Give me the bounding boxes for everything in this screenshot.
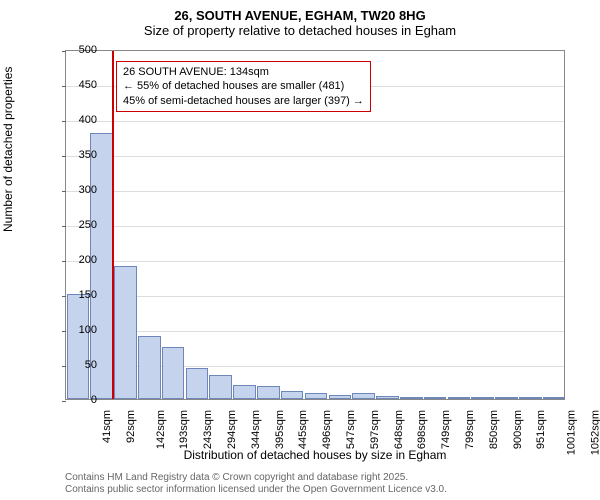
x-tick-label: 648sqm (393, 410, 405, 449)
x-tick-label: 900sqm (512, 410, 524, 449)
y-tick-mark (62, 366, 66, 367)
y-tick-label: 200 (67, 254, 97, 266)
x-tick-label: 395sqm (274, 410, 286, 449)
bar (495, 397, 518, 399)
x-tick-label: 92sqm (125, 410, 137, 443)
y-tick-mark (62, 296, 66, 297)
y-tick-label: 350 (67, 149, 97, 161)
chart-container: 26, SOUTH AVENUE, EGHAM, TW20 8HG Size o… (0, 0, 600, 500)
y-tick-label: 400 (67, 114, 97, 126)
property-marker-line (112, 51, 114, 399)
plot-area: 26 SOUTH AVENUE: 134sqm← 55% of detached… (65, 50, 565, 400)
y-tick-mark (62, 331, 66, 332)
bar (305, 393, 328, 399)
x-tick-label: 1001sqm (566, 410, 578, 455)
y-tick-mark (62, 401, 66, 402)
y-tick-label: 150 (67, 289, 97, 301)
chart-subtitle: Size of property relative to detached ho… (0, 23, 600, 42)
x-tick-label: 698sqm (417, 410, 429, 449)
x-tick-label: 445sqm (298, 410, 310, 449)
y-tick-mark (62, 191, 66, 192)
y-tick-mark (62, 86, 66, 87)
bar (543, 397, 566, 399)
gridline (66, 156, 564, 157)
x-tick-label: 142sqm (155, 410, 167, 449)
x-tick-label: 41sqm (101, 410, 113, 443)
gridline (66, 296, 564, 297)
y-tick-label: 500 (67, 44, 97, 56)
x-tick-label: 850sqm (488, 410, 500, 449)
y-tick-mark (62, 156, 66, 157)
bar (209, 375, 232, 400)
bar (114, 266, 137, 399)
bar (233, 385, 256, 399)
x-tick-label: 951sqm (536, 410, 548, 449)
gridline (66, 226, 564, 227)
y-tick-label: 100 (67, 324, 97, 336)
bar (138, 336, 161, 399)
y-tick-label: 50 (67, 359, 97, 371)
bar (67, 294, 90, 399)
annotation-l1: 26 SOUTH AVENUE: 134sqm (123, 65, 364, 79)
bar (162, 347, 185, 400)
bar (186, 368, 209, 400)
footer-line1: Contains HM Land Registry data © Crown c… (65, 472, 447, 484)
annotation-l2: ← 55% of detached houses are smaller (48… (123, 79, 364, 93)
x-tick-label: 547sqm (345, 410, 357, 449)
gridline (66, 121, 564, 122)
x-tick-label: 496sqm (321, 410, 333, 449)
x-tick-label: 193sqm (178, 410, 190, 449)
bar (329, 395, 352, 399)
x-tick-label: 1052sqm (589, 410, 600, 455)
y-tick-label: 250 (67, 219, 97, 231)
bar (352, 393, 375, 399)
gridline (66, 261, 564, 262)
bar (424, 397, 447, 399)
bar (281, 391, 304, 399)
x-tick-label: 294sqm (226, 410, 238, 449)
y-tick-label: 450 (67, 79, 97, 91)
bar (519, 397, 542, 399)
y-tick-label: 0 (67, 394, 97, 406)
gridline (66, 331, 564, 332)
bar (257, 386, 280, 399)
chart-title: 26, SOUTH AVENUE, EGHAM, TW20 8HG (0, 0, 600, 23)
y-tick-mark (62, 121, 66, 122)
x-tick-label: 243sqm (202, 410, 214, 449)
x-tick-label: 344sqm (250, 410, 262, 449)
bar (448, 397, 471, 399)
annotation-l3: 45% of semi-detached houses are larger (… (123, 94, 364, 108)
annotation-box: 26 SOUTH AVENUE: 134sqm← 55% of detached… (116, 61, 371, 112)
x-tick-label: 749sqm (440, 410, 452, 449)
bar (471, 397, 494, 399)
bar (400, 397, 423, 399)
y-tick-mark (62, 261, 66, 262)
y-tick-label: 300 (67, 184, 97, 196)
x-axis-label: Distribution of detached houses by size … (65, 448, 565, 462)
y-axis-label: Number of detached properties (1, 67, 15, 232)
gridline (66, 191, 564, 192)
y-tick-mark (62, 51, 66, 52)
footer-line2: Contains public sector information licen… (65, 484, 447, 496)
x-tick-label: 597sqm (369, 410, 381, 449)
bar (376, 396, 399, 399)
chart-footer: Contains HM Land Registry data © Crown c… (65, 472, 447, 496)
x-tick-label: 799sqm (464, 410, 476, 449)
y-tick-mark (62, 226, 66, 227)
